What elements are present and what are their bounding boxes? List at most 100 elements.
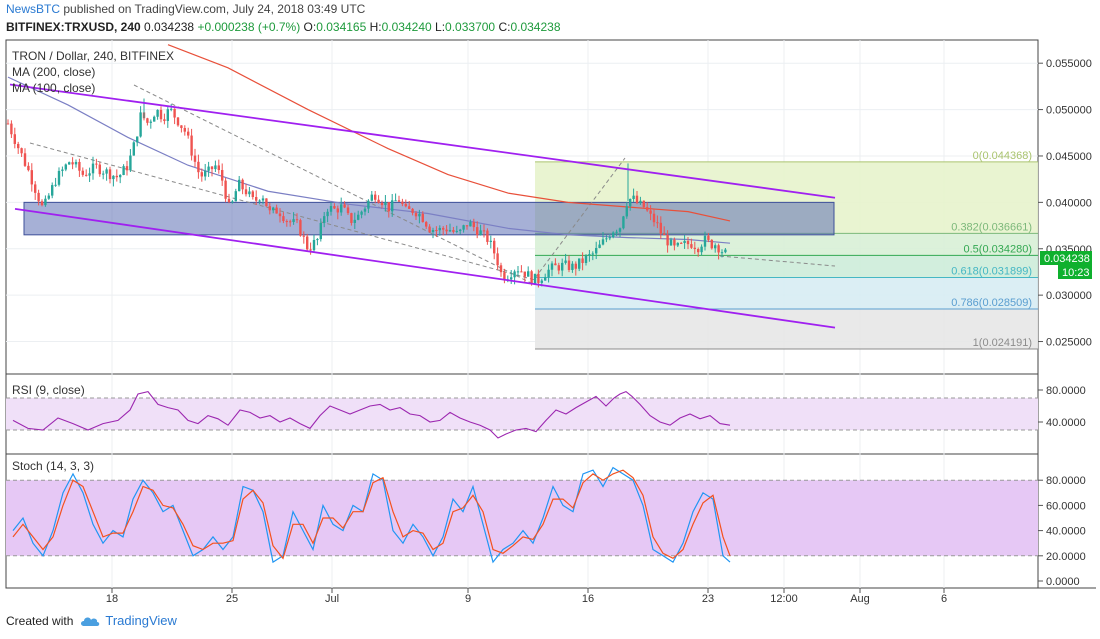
low-value: 0.033700: [445, 20, 496, 34]
time-tick-label: 12:00: [770, 593, 798, 605]
candle-body: [554, 263, 557, 266]
time-tick-label: 16: [582, 593, 594, 605]
price-tick-label: 0.055000: [1046, 58, 1092, 70]
candle-body: [268, 206, 271, 211]
candle-body: [282, 216, 285, 222]
candle-body: [465, 225, 469, 227]
candle-body: [622, 216, 625, 229]
candle-body: [23, 153, 27, 166]
candle-body: [122, 166, 125, 176]
fib-level-label: 0.618(0.031899): [951, 266, 1032, 278]
fib-level-label: 0.5(0.034280): [964, 243, 1033, 255]
candle-body: [30, 170, 33, 185]
price-axis[interactable]: 0.0550000.0500000.0450000.0400000.035000…: [1038, 58, 1092, 349]
candle-body: [200, 172, 203, 177]
candle-body: [221, 170, 224, 181]
candle-body: [105, 169, 108, 174]
stoch-pane[interactable]: Stoch (14, 3, 3) 80.0000 60.0000 40.0000 20.…: [6, 459, 1086, 588]
candle-body: [292, 219, 295, 223]
price-badge-value: 0.034238: [1044, 253, 1090, 265]
candle-body: [319, 222, 322, 240]
candle-body: [618, 228, 622, 232]
candle-body: [193, 155, 197, 162]
candle-body: [210, 166, 214, 170]
candle-body: [146, 118, 149, 123]
candle-body: [642, 200, 645, 208]
candle-body: [173, 108, 176, 118]
candle-body: [64, 164, 67, 170]
candle-body: [680, 242, 683, 244]
candle-body: [37, 192, 40, 202]
countdown-bg: [1058, 265, 1092, 279]
created-with-label: Created with: [6, 613, 74, 628]
time-axis[interactable]: 18 25 Jul 9 16 23 12:00 Aug 6: [106, 588, 947, 605]
candle-body: [316, 239, 319, 241]
candle-body: [98, 164, 101, 175]
candle-body: [720, 252, 724, 254]
candle-body: [394, 200, 397, 202]
rsi-line: [12, 390, 731, 439]
candle-body: [428, 226, 431, 233]
footer: Created with TradingView: [6, 613, 177, 628]
cloud-icon: [81, 616, 100, 626]
candle-body: [387, 202, 390, 212]
candle-body: [540, 280, 543, 283]
candle-body: [251, 191, 254, 198]
candle-body: [513, 271, 516, 278]
fib-level-label: 0.786(0.028509): [951, 297, 1032, 309]
price-channel[interactable]: [9, 83, 836, 329]
candle-body: [574, 263, 577, 269]
candle-body: [397, 200, 401, 202]
stoch-tick-label: 40.0000: [1046, 526, 1086, 538]
tradingview-name: TradingView: [105, 613, 177, 628]
candle-body: [408, 206, 411, 209]
candle-body: [625, 206, 628, 217]
candle-body: [258, 200, 261, 202]
publisher-name[interactable]: NewsBTC: [6, 2, 61, 16]
candle-body: [547, 269, 550, 278]
candle-body: [418, 213, 421, 217]
time-tick-label: 9: [465, 593, 471, 605]
candle-body: [595, 247, 598, 254]
candle-body: [139, 112, 142, 137]
stoch-tick-label: 60.0000: [1046, 500, 1086, 512]
candle-body: [608, 237, 611, 239]
candle-body: [326, 211, 329, 217]
tradingview-logo[interactable]: TradingView: [79, 613, 177, 628]
candle-body: [88, 173, 91, 176]
candle-body: [533, 273, 537, 284]
candle-body: [261, 198, 265, 201]
open-label: O:: [303, 20, 317, 34]
candle-body: [714, 245, 717, 249]
legend-title: TRON / Dollar, 240, BITFINEX: [12, 49, 174, 63]
candle-body: [289, 221, 292, 223]
stoch-d-line: [12, 469, 731, 560]
candle-body: [578, 258, 581, 269]
candle-body: [724, 249, 727, 253]
candle-body: [499, 265, 503, 273]
candle-body: [204, 170, 207, 177]
candle-body: [482, 230, 486, 232]
time-tick-label: Jul: [325, 593, 339, 605]
countdown-value: 10:23: [1062, 267, 1090, 279]
candle-body: [272, 207, 275, 211]
candle-body: [571, 263, 574, 270]
dashed-trend-long: [29, 142, 536, 281]
candle-body: [6, 123, 10, 125]
candle-body: [78, 161, 81, 171]
rsi-pane[interactable]: RSI (9, close) 80.0000 40.0000: [6, 383, 1086, 439]
candle-body: [652, 213, 656, 223]
candle-body: [74, 161, 78, 165]
candle-body: [159, 109, 163, 120]
candle-body: [584, 255, 588, 263]
candle-body: [68, 162, 71, 165]
candle-body: [462, 225, 465, 230]
candle-body: [231, 201, 234, 203]
candle-body: [380, 202, 384, 206]
time-tick-label: Aug: [850, 593, 870, 605]
candle-body: [17, 143, 20, 149]
candle-body: [85, 174, 88, 176]
candle-body: [71, 162, 74, 165]
fibonacci-retracement[interactable]: 0(0.044368) 0.382(0.036661) 0.5(0.034280) 0…: [535, 150, 1038, 350]
